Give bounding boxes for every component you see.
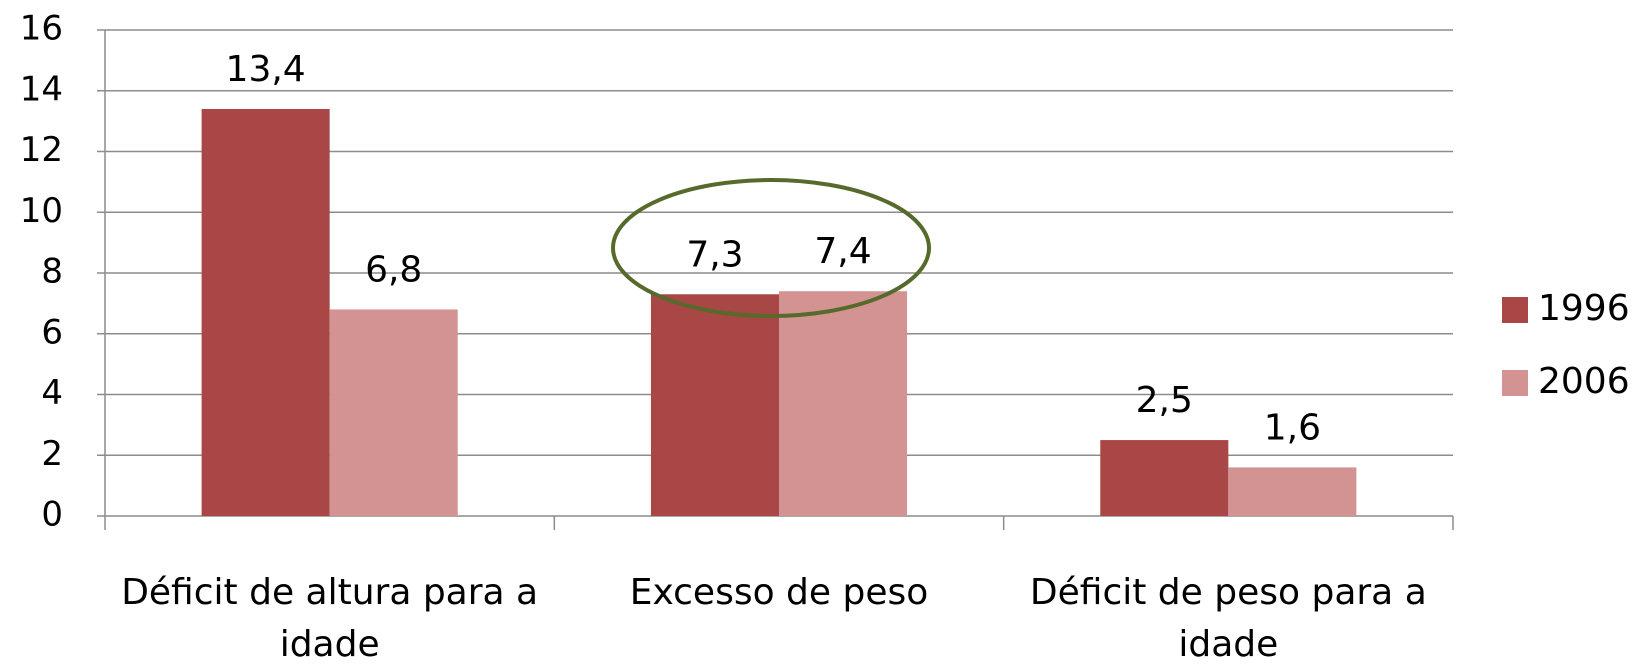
legend-swatch <box>1502 370 1528 396</box>
bar <box>329 309 458 516</box>
y-tick-label: 12 <box>20 130 63 170</box>
data-label: 2,5 <box>1136 380 1193 421</box>
bar <box>650 294 779 516</box>
highlight-ellipse <box>611 178 931 318</box>
bar <box>779 291 908 516</box>
y-tick-label: 4 <box>41 373 63 413</box>
x-tick-label: Déficit de altura para a idade <box>121 572 539 665</box>
bar <box>1100 440 1229 516</box>
data-label: 6,8 <box>365 249 422 290</box>
y-tick-label: 2 <box>41 434 63 474</box>
legend-swatch <box>1502 297 1528 323</box>
y-tick-label: 8 <box>41 252 63 292</box>
bar <box>201 108 330 516</box>
legend-label: 2006 <box>1538 361 1630 402</box>
data-label: 7,3 <box>686 234 743 275</box>
bar <box>1228 467 1357 516</box>
y-tick-label: 10 <box>20 191 63 231</box>
legend-label: 1996 <box>1538 288 1630 329</box>
y-tick-label: 6 <box>41 312 63 352</box>
y-tick-label: 0 <box>41 495 63 535</box>
x-tick-label: Déficit de peso para a idade <box>1029 572 1427 665</box>
y-tick-label: 16 <box>20 9 63 49</box>
data-label: 1,6 <box>1264 407 1321 448</box>
data-label: 7,4 <box>814 231 871 272</box>
x-tick-label: Excesso de peso <box>629 572 929 613</box>
data-label: 13,4 <box>226 49 306 90</box>
y-tick-label: 14 <box>20 69 63 109</box>
